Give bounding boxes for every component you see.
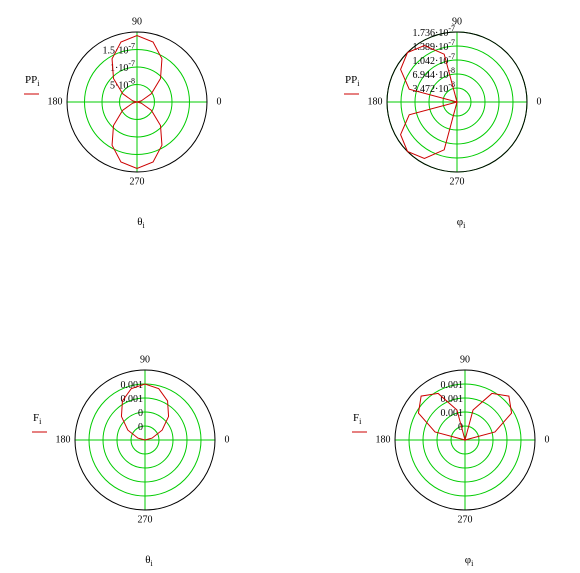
x-axis-label-text: φ xyxy=(457,216,463,228)
angle-tick-label: 90 xyxy=(452,16,462,27)
angle-tick-label: 180 xyxy=(368,96,383,107)
y-axis-label: Fi xyxy=(353,412,362,426)
y-axis-label: PPi xyxy=(345,74,360,88)
r-tick-label: 3.472·10-8 xyxy=(412,80,455,95)
r-tick-label-mantissa: 0 xyxy=(138,408,143,419)
r-tick-label-exponent: -7 xyxy=(448,52,455,61)
r-tick-label-mantissa: 0.001 xyxy=(121,394,144,405)
x-axis-label: θi xyxy=(145,554,153,568)
x-axis-label-sub: i xyxy=(463,221,466,230)
r-tick-label: 0.001 xyxy=(441,394,464,405)
r-tick-label-mantissa: 6.944·10 xyxy=(412,70,448,81)
outer-circle xyxy=(66,31,208,173)
r-tick-label: 1·10-7 xyxy=(110,59,135,74)
y-axis-label-sub: i xyxy=(357,79,360,88)
r-tick-label-mantissa: 0 xyxy=(138,422,143,433)
r-tick-label: 0 xyxy=(138,408,143,419)
r-tick-label-exponent: -8 xyxy=(128,76,135,85)
y-axis-label-text: F xyxy=(33,412,39,424)
y-axis-label-sub: i xyxy=(39,417,42,426)
r-tick-label-exponent: -7 xyxy=(128,41,135,50)
outer-circle xyxy=(386,31,528,173)
r-tick-label: 0 xyxy=(138,422,143,433)
r-tick-label: 5·10-8 xyxy=(110,76,135,91)
r-tick-label-mantissa: 1·10 xyxy=(110,63,128,74)
r-tick-label: 0 xyxy=(458,422,463,433)
x-axis-label-text: φ xyxy=(465,554,471,566)
r-tick-label-mantissa: 0.001 xyxy=(441,408,464,419)
r-tick-label-mantissa: 0.001 xyxy=(121,380,144,391)
r-tick-label-exponent: -7 xyxy=(448,38,455,47)
angle-tick-label: 270 xyxy=(130,176,145,187)
x-axis-label-sub: i xyxy=(151,559,154,568)
x-axis-label-sub: i xyxy=(471,559,474,568)
r-tick-label-mantissa: 0 xyxy=(458,422,463,433)
y-axis-label-sub: i xyxy=(359,417,362,426)
y-axis-label: PPi xyxy=(25,74,40,88)
angle-tick-label: 90 xyxy=(460,354,470,365)
r-tick-label-mantissa: 3.472·10 xyxy=(412,84,448,95)
r-tick-label-exponent: -7 xyxy=(448,24,455,33)
r-tick-label-mantissa: 1.042·10 xyxy=(412,56,448,67)
angle-tick-label: 0 xyxy=(217,96,222,107)
outer-circle xyxy=(394,369,536,511)
x-axis-label: θi xyxy=(137,216,145,230)
r-tick-label: 1.5·10-7 xyxy=(102,41,135,56)
r-tick-label: 1.042·10-7 xyxy=(412,52,455,67)
r-tick-label-exponent: -8 xyxy=(448,80,455,89)
r-tick-label-mantissa: 1.736·10 xyxy=(412,28,448,39)
r-tick-label: 6.944·10-8 xyxy=(412,66,455,81)
r-tick-label: 1.736·10-7 xyxy=(412,24,455,39)
r-tick-label: 0.001 xyxy=(441,380,464,391)
angle-tick-label: 90 xyxy=(140,354,150,365)
curve xyxy=(400,45,459,159)
r-tick-label-mantissa: 1.5·10 xyxy=(102,46,128,57)
y-axis-label-text: F xyxy=(353,412,359,424)
angle-tick-label: 270 xyxy=(450,176,465,187)
x-axis-label-text: θ xyxy=(145,554,150,566)
y-axis-label: Fi xyxy=(33,412,42,426)
angle-tick-label: 0 xyxy=(537,96,542,107)
r-tick-label-mantissa: 0.001 xyxy=(441,394,464,405)
angle-tick-label: 180 xyxy=(376,434,391,445)
x-axis-label: φi xyxy=(457,216,466,230)
outer-circle xyxy=(74,369,216,511)
curve xyxy=(111,34,163,170)
y-axis-label-text: PP xyxy=(25,74,37,86)
angle-tick-label: 0 xyxy=(545,434,550,445)
r-tick-label: 0.001 xyxy=(441,408,464,419)
angle-tick-label: 270 xyxy=(138,514,153,525)
angle-tick-label: 90 xyxy=(132,16,142,27)
angle-tick-label: 180 xyxy=(48,96,63,107)
angle-tick-label: 180 xyxy=(56,434,71,445)
r-tick-label: 0.001 xyxy=(121,394,144,405)
curve xyxy=(120,383,170,441)
x-axis-label-text: θ xyxy=(137,216,142,228)
r-tick-label-mantissa: 0.001 xyxy=(441,380,464,391)
r-tick-label-mantissa: 5·10 xyxy=(110,81,128,92)
r-tick-label-exponent: -8 xyxy=(448,66,455,75)
angle-tick-label: 270 xyxy=(458,514,473,525)
x-axis-label: φi xyxy=(465,554,474,568)
y-axis-label-sub: i xyxy=(37,79,40,88)
r-tick-label: 0.001 xyxy=(121,380,144,391)
curve xyxy=(417,392,513,442)
r-tick-label-exponent: -7 xyxy=(128,59,135,68)
y-axis-label-text: PP xyxy=(345,74,357,86)
angle-tick-label: 0 xyxy=(225,434,230,445)
x-axis-label-sub: i xyxy=(143,221,146,230)
